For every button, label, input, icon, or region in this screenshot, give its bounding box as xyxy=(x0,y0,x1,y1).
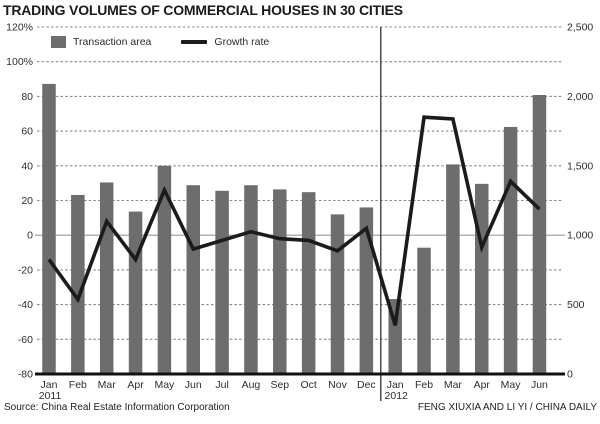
legend-bar-label: Transaction area xyxy=(73,36,152,48)
x-axis-label: Apr xyxy=(474,379,491,391)
x-axis-label: Jan xyxy=(41,379,58,391)
bar-jun-17 xyxy=(532,95,547,375)
x-axis-year-label: 2011 xyxy=(39,390,62,402)
bar-feb-13 xyxy=(417,247,431,374)
legend-line-label: Growth rate xyxy=(214,36,270,48)
x-axis-label: Jun xyxy=(185,379,202,391)
x-axis-label: Mar xyxy=(98,379,117,391)
left-axis-tick: -20 xyxy=(18,264,33,276)
left-axis-tick: -60 xyxy=(18,334,33,346)
left-axis-tick: 0 xyxy=(27,230,33,242)
x-axis-label: Jan xyxy=(387,379,404,391)
transaction-area-swatch-icon xyxy=(51,36,66,48)
x-axis-label: Feb xyxy=(69,379,87,391)
right-axis-tick: 500 xyxy=(567,299,585,311)
credit-note: FENG XIUXIA AND LI YI / CHINA DAILY xyxy=(417,402,597,413)
x-axis-label: Jul xyxy=(215,379,228,391)
x-axis-label: Dec xyxy=(357,379,376,391)
x-axis-label: May xyxy=(154,379,175,391)
left-axis-tick: 40 xyxy=(21,160,33,172)
right-axis-tick: 1,000 xyxy=(567,230,593,242)
right-axis-tick: 2,500 xyxy=(567,22,593,34)
x-axis-label: Apr xyxy=(127,379,144,391)
bar-dec-11 xyxy=(359,207,374,374)
bar-aug-7 xyxy=(244,185,258,374)
bar-nov-10 xyxy=(330,214,345,374)
left-axis-tick: 60 xyxy=(21,126,33,138)
bar-jun-5 xyxy=(186,185,200,374)
bar-mar-14 xyxy=(446,164,460,374)
x-axis-label: Oct xyxy=(300,379,316,391)
bar-apr-3 xyxy=(128,211,143,374)
x-axis-label: Mar xyxy=(444,379,463,391)
growth-rate-line-swatch-icon xyxy=(181,40,208,44)
bar-oct-9 xyxy=(301,192,316,374)
right-axis-tick: 0 xyxy=(567,369,573,381)
bar-mar-2 xyxy=(99,182,114,374)
x-axis-label: May xyxy=(501,379,522,391)
left-axis-tick: -80 xyxy=(18,369,33,381)
chart-title: TRADING VOLUMES OF COMMERCIAL HOUSES IN … xyxy=(3,2,403,18)
bar-feb-1 xyxy=(71,194,85,374)
left-axis-tick: 120% xyxy=(6,22,33,34)
x-axis-year-label: 2012 xyxy=(385,390,409,402)
x-axis-label: Jun xyxy=(531,379,548,391)
x-axis-label: Sep xyxy=(270,379,289,391)
left-axis-tick: 80 xyxy=(21,91,33,103)
right-axis-tick: 2,000 xyxy=(567,91,593,103)
left-axis-tick: 100% xyxy=(6,56,33,68)
left-axis-tick: -40 xyxy=(18,299,33,311)
left-axis-tick: 20 xyxy=(21,195,33,207)
legend: Transaction area Growth rate xyxy=(51,36,269,48)
x-axis-label: Aug xyxy=(242,379,261,391)
bar-sep-8 xyxy=(273,189,287,374)
bar-jul-6 xyxy=(215,190,229,374)
bar-apr-15 xyxy=(475,183,489,374)
x-axis-label: Feb xyxy=(415,379,433,391)
bar-may-16 xyxy=(503,126,518,374)
bar-jan-0 xyxy=(42,83,56,375)
growth-rate-line xyxy=(47,115,541,326)
source-note: Source: China Real Estate Information Co… xyxy=(4,402,230,413)
bar-may-4 xyxy=(157,165,172,374)
x-axis-label: Nov xyxy=(328,379,347,391)
right-axis-tick: 1,500 xyxy=(567,160,593,172)
